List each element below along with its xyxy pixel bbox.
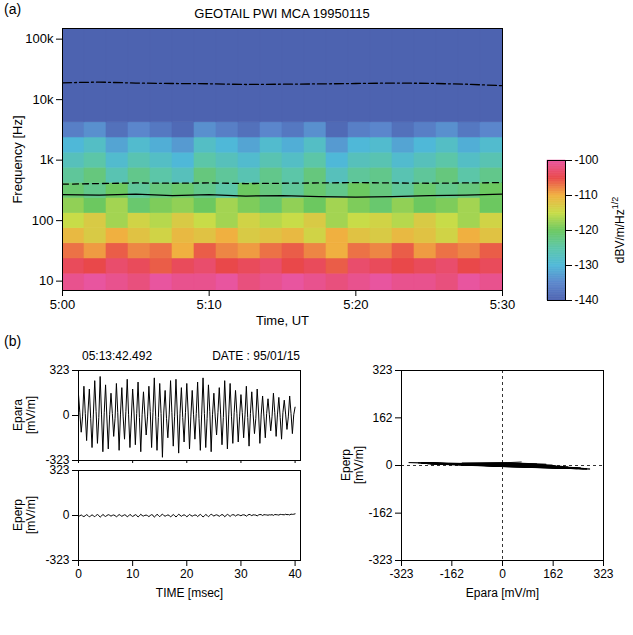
html-text:(a): (a) <box>4 1 22 17</box>
html-text:(b): (b) <box>4 333 22 349</box>
svg-text:5:10: 5:10 <box>197 297 222 312</box>
svg-text:323: 323 <box>49 463 69 477</box>
html-text:DATE : 95/01/15: DATE : 95/01/15 <box>212 349 300 363</box>
svg-text:-130: -130 <box>575 258 599 272</box>
svg-text:162: 162 <box>543 567 563 581</box>
svg-text:5:00: 5:00 <box>50 297 75 312</box>
svg-text:-323: -323 <box>45 553 69 567</box>
svg-text:5:20: 5:20 <box>343 297 368 312</box>
svg-text:-323: -323 <box>45 453 70 468</box>
svg-text:10: 10 <box>126 567 140 581</box>
svg-text:0: 0 <box>63 508 70 522</box>
svg-text:TIME [msec]: TIME [msec] <box>156 586 223 600</box>
svg-text:100k: 100k <box>25 31 54 46</box>
svg-text:[mV/m]: [mV/m] <box>24 396 38 434</box>
svg-text:5:30: 5:30 <box>490 297 515 312</box>
svg-text:Eperp: Eperp <box>10 499 24 531</box>
svg-text:-110: -110 <box>575 188 598 202</box>
svg-text:0: 0 <box>75 567 82 581</box>
svg-text:-323: -323 <box>368 553 392 567</box>
svg-text:1k: 1k <box>40 152 54 167</box>
svg-text:323: 323 <box>593 567 613 581</box>
svg-text:[mV/m]: [mV/m] <box>352 446 366 484</box>
svg-text:0: 0 <box>499 567 506 581</box>
svg-text:Frequency [Hz]: Frequency [Hz] <box>10 115 25 203</box>
svg-text:dBV/m/Hz1/2: dBV/m/Hz1/2 <box>609 197 626 264</box>
html-text:05:13:42.492: 05:13:42.492 <box>82 349 153 363</box>
svg-text:Epara: Epara <box>10 399 24 431</box>
svg-text:162: 162 <box>372 411 392 425</box>
svg-text:100: 100 <box>32 213 54 228</box>
svg-text:-162: -162 <box>368 506 392 520</box>
svg-text:-323: -323 <box>389 567 413 581</box>
svg-text:-162: -162 <box>440 567 464 581</box>
svg-text:0: 0 <box>386 458 393 472</box>
svg-text:[mV/m]: [mV/m] <box>24 496 38 534</box>
svg-text:20: 20 <box>180 567 194 581</box>
svg-text:10k: 10k <box>33 92 54 107</box>
svg-text:323: 323 <box>372 363 392 377</box>
svg-text:Eperp: Eperp <box>338 449 352 481</box>
html-text:GEOTAIL PWI MCA 19950115: GEOTAIL PWI MCA 19950115 <box>194 6 370 21</box>
svg-text:323: 323 <box>49 363 69 377</box>
svg-text:-120: -120 <box>575 223 599 237</box>
svg-text:10: 10 <box>39 273 53 288</box>
svg-text:0: 0 <box>63 408 70 422</box>
svg-text:Epara [mV/m]: Epara [mV/m] <box>466 586 539 600</box>
svg-text:Time, UT: Time, UT <box>256 313 309 328</box>
svg-text:-140: -140 <box>575 293 599 307</box>
svg-text:40: 40 <box>288 567 302 581</box>
svg-text:30: 30 <box>234 567 248 581</box>
svg-text:-100: -100 <box>575 153 599 167</box>
